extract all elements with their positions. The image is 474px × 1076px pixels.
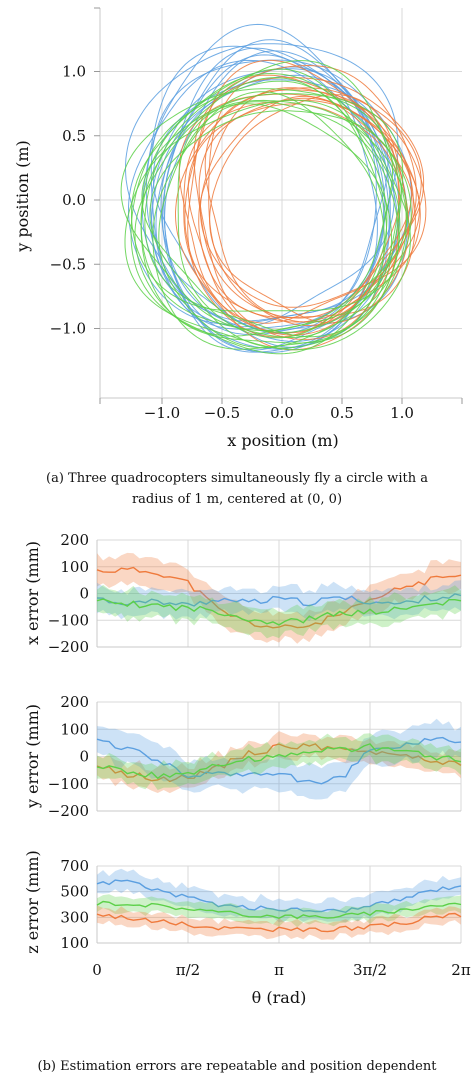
orange-trajectory-loop <box>193 77 425 319</box>
x-tick-label: 0.0 <box>270 404 294 422</box>
orange-mean-line <box>96 743 462 783</box>
x-tick-label: −0.5 <box>204 404 240 422</box>
y-tick-label: 0.5 <box>62 127 86 145</box>
blue-confidence-band <box>97 868 461 923</box>
y-tick-label: 100 <box>60 558 89 576</box>
green-mean-line <box>96 900 462 920</box>
blue-trajectory-loop <box>145 23 377 330</box>
y-tick-label: −100 <box>48 611 89 629</box>
orange-mean-line <box>96 566 462 629</box>
y-axis-label: y position (m) <box>13 140 32 253</box>
green-trajectory-loop <box>141 92 404 334</box>
orange-trajectory-loop <box>198 97 414 340</box>
theta-axis-label: θ (rad) <box>252 988 307 1007</box>
orange-trajectory-loop <box>184 59 407 324</box>
y-tick-label: 0 <box>79 585 89 603</box>
theta-tick-label: 0 <box>92 961 102 979</box>
z-error-label: z error (mm) <box>23 850 42 953</box>
theta-tick-label: 2π <box>451 961 471 979</box>
x-tick-label: 0.5 <box>330 404 354 422</box>
green-trajectory-loop <box>152 91 385 350</box>
y-tick-label: −0.5 <box>50 255 86 273</box>
y-tick-label: −200 <box>48 638 89 656</box>
orange-mean-line <box>96 912 462 933</box>
blue-mean-line <box>96 879 462 914</box>
orange-trajectory-loop <box>198 95 416 319</box>
y-error-label: y error (mm) <box>23 704 42 809</box>
y-tick-label: 100 <box>60 934 89 952</box>
theta-tick-label: π <box>274 961 284 979</box>
trajectory-plot: −1.0 −0.5 0.0 0.5 1.0 1.0 0.5 0.0 −0.5 −1.0 x pos… <box>13 7 463 450</box>
y-tick-label: 300 <box>60 908 89 926</box>
caption-a-line2: radius of 1 m, centered at (0, 0) <box>132 492 342 507</box>
x-tick-label: 1.0 <box>390 404 414 422</box>
green-mean-line <box>96 598 462 626</box>
blue-mean-line <box>96 736 462 785</box>
caption-a-line1: (a) Three quadrocopters simultaneously f… <box>46 471 428 486</box>
y-tick-label: 200 <box>60 531 89 549</box>
y-tick-label: −1.0 <box>50 320 86 338</box>
green-trajectory-loop <box>124 99 411 351</box>
green-trajectory-loop <box>177 99 408 339</box>
green-confidence-band <box>97 584 461 639</box>
green-confidence-band <box>97 894 461 928</box>
green-trajectory-loop <box>140 68 388 338</box>
x-axis-label: x position (m) <box>227 431 339 450</box>
green-trajectory-loop <box>149 110 402 349</box>
blue-trajectory-loop <box>124 43 399 354</box>
blue-confidence-band <box>97 718 461 800</box>
y-tick-label: 500 <box>60 883 89 901</box>
y-tick-label: −100 <box>48 775 89 793</box>
orange-trajectory-loop <box>183 99 421 323</box>
green-confidence-band <box>97 733 461 790</box>
y-tick-label: 0.0 <box>62 191 86 209</box>
blue-mean-line <box>96 593 462 607</box>
x-error-plot: x error (mm) 200 100 0 −100 −200 <box>23 531 462 656</box>
y-tick-label: 1.0 <box>62 63 86 81</box>
x-error-label: x error (mm) <box>23 541 42 645</box>
y-tick-label: −200 <box>48 802 89 820</box>
orange-trajectory-loop <box>187 103 401 336</box>
caption-b: (b) Estimation errors are repeatable and… <box>38 1059 438 1074</box>
blue-confidence-band <box>97 580 461 622</box>
green-mean-line <box>96 743 462 780</box>
y-tick-label: 0 <box>79 748 89 766</box>
orange-confidence-band <box>97 552 461 644</box>
green-trajectory-loop <box>134 103 392 337</box>
theta-tick-label: 3π/2 <box>353 961 387 979</box>
x-tick-label: −1.0 <box>144 404 180 422</box>
theta-tick-label: π/2 <box>176 961 200 979</box>
orange-confidence-band <box>97 905 461 940</box>
y-tick-label: 100 <box>60 720 89 738</box>
y-tick-label: 700 <box>60 857 89 875</box>
y-tick-label: 200 <box>60 693 89 711</box>
y-error-plot: y error (mm) 200 100 0 −100 −200 <box>23 693 462 820</box>
